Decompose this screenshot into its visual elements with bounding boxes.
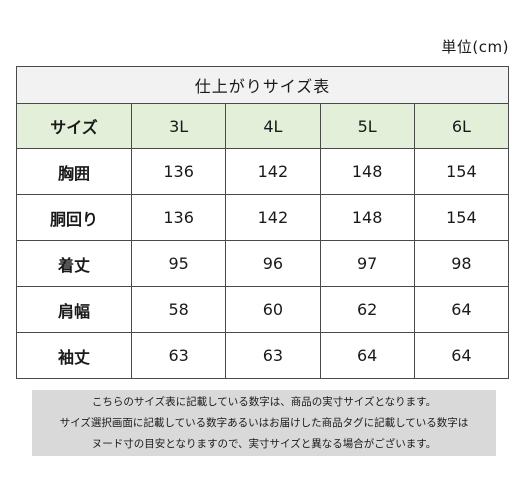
row-label: 胴回り [16,194,132,241]
header-size: 5L [319,103,415,149]
table-cell: 136 [130,148,227,195]
header-size: 6L [413,103,510,149]
note-line: こちらのサイズ表に記載している数字は、商品の実寸サイズとなります。 [91,395,437,408]
row-label: 袖丈 [16,332,132,379]
table-cell: 97 [319,240,415,287]
table-cell: 58 [130,286,227,333]
table-cell: 154 [413,194,510,241]
table-cell: 64 [413,332,510,379]
header-size: 3L [130,103,227,149]
table-cell: 95 [130,240,227,287]
table-row-shoulder: 肩幅 58 60 62 64 [16,286,510,333]
table-cell: 62 [319,286,415,333]
table-cell: 64 [319,332,415,379]
table-cell: 98 [413,240,510,287]
note-box: こちらのサイズ表に記載している数字は、商品の実寸サイズとなります。 サイズ選択画… [32,390,496,456]
table-cell: 64 [413,286,510,333]
table-header-row: サイズ 3L 4L 5L 6L [16,103,510,149]
table-cell: 142 [225,194,321,241]
header-label: サイズ [16,103,132,149]
table-cell: 60 [225,286,321,333]
table-row-chest: 胸囲 136 142 148 154 [16,148,510,195]
header-size: 4L [225,103,321,149]
table-row-waist: 胴回り 136 142 148 154 [16,194,510,241]
table-title: 仕上がりサイズ表 [16,66,509,104]
table-cell: 63 [130,332,227,379]
note-line: ヌード寸の目安となりますので、実寸サイズと異なる場合がございます。 [91,437,437,450]
table-cell: 148 [319,148,415,195]
row-label: 肩幅 [16,286,132,333]
unit-label: 単位(cm) [441,38,509,56]
size-table: 仕上がりサイズ表 サイズ 3L 4L 5L 6L 胸囲 136 142 148 … [16,66,510,379]
table-cell: 63 [225,332,321,379]
table-cell: 154 [413,148,510,195]
row-label: 胸囲 [16,148,132,195]
table-row-sleeve: 袖丈 63 63 64 64 [16,332,510,379]
table-row-length: 着丈 95 96 97 98 [16,240,510,287]
table-title-row: 仕上がりサイズ表 [16,66,509,104]
note-line: サイズ選択画面に記載している数字あるいはお届けした商品タグに記載している数字は [59,416,469,429]
table-cell: 142 [225,148,321,195]
table-cell: 96 [225,240,321,287]
table-cell: 136 [130,194,227,241]
table-cell: 148 [319,194,415,241]
row-label: 着丈 [16,240,132,287]
